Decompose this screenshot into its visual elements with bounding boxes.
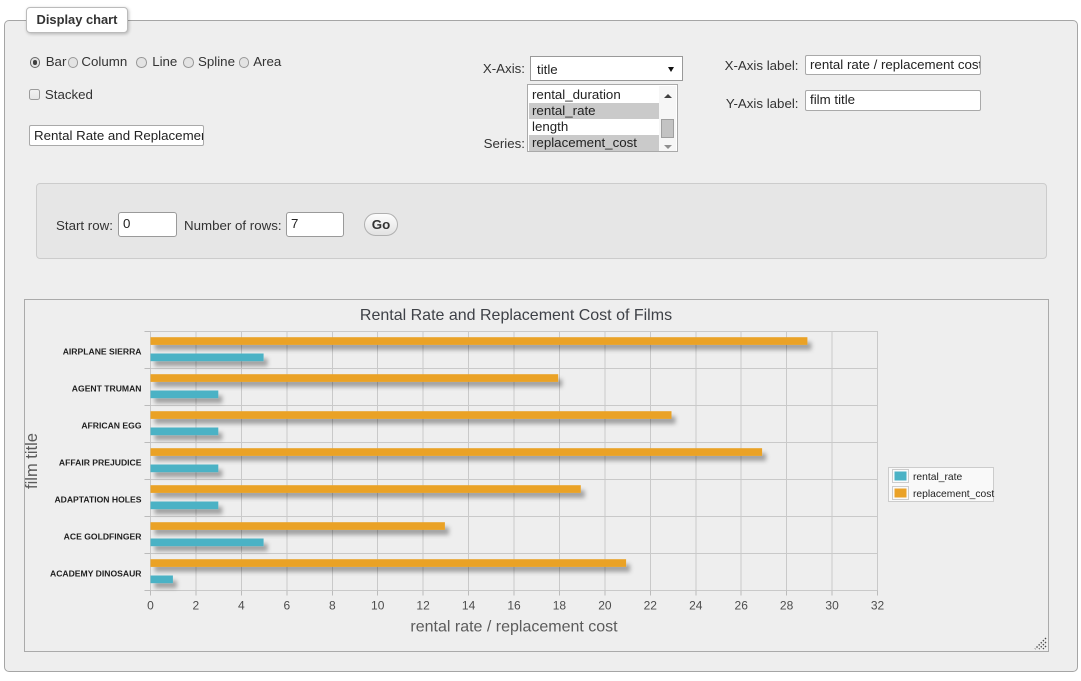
svg-text:0: 0 <box>147 599 154 613</box>
svg-text:6: 6 <box>283 599 290 613</box>
svg-text:ACADEMY DINOSAUR: ACADEMY DINOSAUR <box>50 569 142 579</box>
svg-text:AGENT TRUMAN: AGENT TRUMAN <box>72 384 142 394</box>
svg-text:AFRICAN EGG: AFRICAN EGG <box>81 421 141 431</box>
svg-text:Rental Rate and Replacement Co: Rental Rate and Replacement Cost of Film… <box>360 307 672 324</box>
svg-text:30: 30 <box>825 599 839 613</box>
svg-text:film title: film title <box>25 433 41 489</box>
svg-text:2: 2 <box>193 599 200 613</box>
svg-text:ACE GOLDFINGER: ACE GOLDFINGER <box>64 532 143 542</box>
svg-text:10: 10 <box>371 599 385 613</box>
svg-text:12: 12 <box>416 599 430 613</box>
svg-text:26: 26 <box>735 599 749 613</box>
svg-text:16: 16 <box>507 599 521 613</box>
svg-text:4: 4 <box>238 599 245 613</box>
svg-text:28: 28 <box>780 599 794 613</box>
svg-text:AFFAIR PREJUDICE: AFFAIR PREJUDICE <box>59 458 142 468</box>
svg-text:8: 8 <box>329 599 336 613</box>
svg-text:18: 18 <box>553 599 567 613</box>
svg-text:24: 24 <box>689 599 703 613</box>
svg-text:rental rate / replacement cost: rental rate / replacement cost <box>410 619 618 636</box>
svg-text:rental_rate: rental_rate <box>913 472 963 483</box>
svg-text:14: 14 <box>462 599 476 613</box>
svg-text:replacement_cost: replacement_cost <box>913 489 994 500</box>
svg-text:20: 20 <box>598 599 612 613</box>
svg-text:32: 32 <box>871 599 885 613</box>
svg-text:ADAPTATION HOLES: ADAPTATION HOLES <box>54 495 141 505</box>
svg-text:22: 22 <box>644 599 658 613</box>
svg-text:AIRPLANE SIERRA: AIRPLANE SIERRA <box>63 347 142 357</box>
